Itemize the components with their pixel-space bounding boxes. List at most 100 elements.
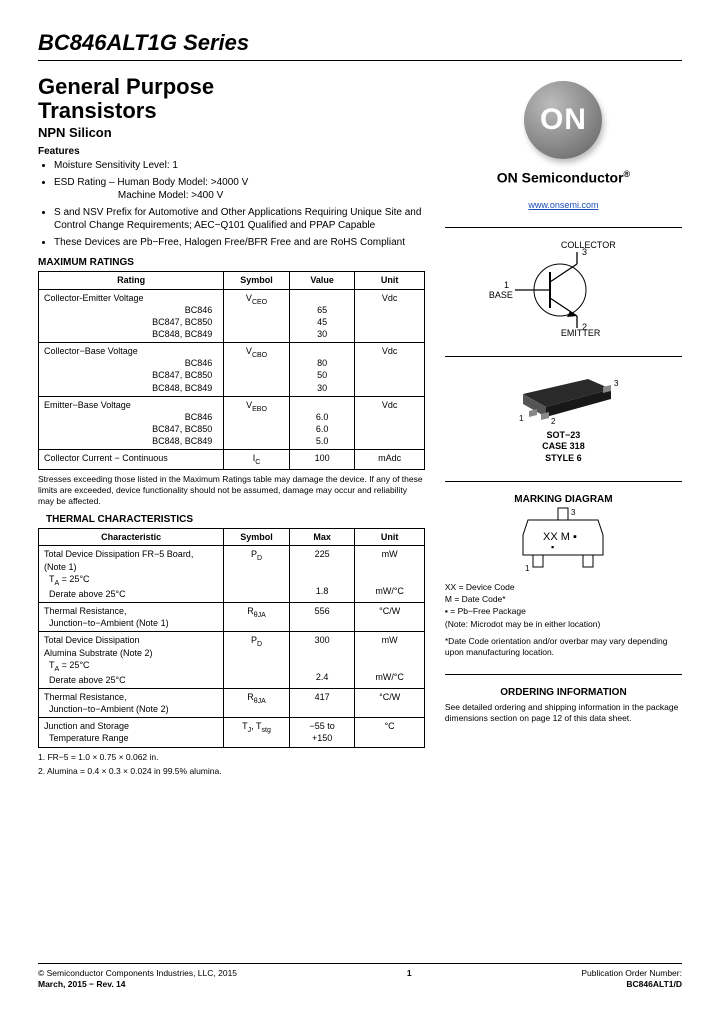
max-cell: −55 to +150: [289, 718, 355, 747]
rating-sublabel: BC846: [44, 304, 218, 316]
char-cell: Total Device Dissipation FR−5 Board, (No…: [39, 546, 224, 603]
package-line3: STYLE 6: [445, 453, 682, 465]
rating-sublabel: BC846: [44, 357, 218, 369]
features-list: Moisture Sensitivity Level: 1 ESD Rating…: [38, 159, 425, 249]
value: −55 to: [309, 721, 334, 731]
collector-label: COLLECTOR: [561, 240, 616, 250]
symbol-cell: RθJA: [224, 603, 290, 632]
table-row: Collector-Emitter Voltage BC846 BC847, B…: [39, 289, 425, 343]
unit: mW: [382, 635, 398, 645]
base-label: BASE: [489, 290, 513, 300]
unit-cell: Vdc: [355, 343, 424, 397]
emitter-label: EMITTER: [561, 328, 601, 338]
ordering-header: ORDERING INFORMATION: [445, 687, 682, 698]
rating-sublabel: BC848, BC849: [44, 382, 218, 394]
unit-cell: °C: [355, 718, 424, 747]
package-svg: 1 2 3: [493, 369, 633, 424]
table-row: Emitter−Base Voltage BC846 BC847, BC850 …: [39, 396, 425, 450]
value: 80: [317, 358, 327, 368]
unit: mW/°C: [375, 672, 404, 682]
logo-wrap: ON ON Semiconductor® www.onsemi.com: [445, 81, 682, 211]
unit-cell: mW mW/°C: [355, 546, 424, 603]
package-line2: CASE 318: [445, 441, 682, 453]
symbol-cell: VCEO: [224, 289, 290, 343]
thermal-note-1: 1. FR−5 = 1.0 × 0.75 × 0.062 in.: [38, 752, 425, 763]
value: 300: [315, 635, 330, 645]
unit-cell: °C/W: [355, 603, 424, 632]
value: 6.0: [316, 412, 329, 422]
unit-cell: Vdc: [355, 396, 424, 450]
package-labels: SOT−23 CASE 318 STYLE 6: [445, 430, 682, 465]
marking-header: MARKING DIAGRAM: [445, 494, 682, 505]
value: 2.4: [316, 672, 329, 682]
pub-label: Publication Order Number:: [581, 968, 682, 979]
company-url-link[interactable]: www.onsemi.com: [528, 200, 598, 210]
marking-body-text: XX M ▪: [543, 531, 577, 543]
table-row: Thermal Resistance, Junction−to−Ambient …: [39, 689, 425, 718]
divider: [445, 481, 682, 482]
right-column: ON ON Semiconductor® www.onsemi.com 3 2 …: [445, 75, 682, 777]
value: 6.0: [316, 424, 329, 434]
symbol-cell: VEBO: [224, 396, 290, 450]
char-line: Alumina Substrate (Note 2): [44, 648, 153, 658]
main-area: General Purpose Transistors NPN Silicon …: [38, 75, 682, 777]
transistor-symbol-diagram: 3 2 1 COLLECTOR BASE EMITTER: [445, 240, 682, 340]
footer-rule: [38, 963, 682, 964]
rating-label: Emitter−Base Voltage: [44, 400, 131, 410]
value: 45: [317, 317, 327, 327]
feature-item: These Devices are Pb−Free, Halogen Free/…: [54, 236, 425, 249]
char-cell: Thermal Resistance, Junction−to−Ambient …: [39, 603, 224, 632]
col-header: Unit: [355, 272, 424, 289]
unit-cell: Vdc: [355, 289, 424, 343]
subtitle-line1: General Purpose: [38, 75, 425, 99]
max-cell: 417: [289, 689, 355, 718]
table-row: Total Device Dissipation FR−5 Board, (No…: [39, 546, 425, 603]
company-name-text: ON Semiconductor: [497, 170, 624, 186]
legend-line: XX = Device Code: [445, 581, 682, 593]
rating-sublabel: BC848, BC849: [44, 328, 218, 340]
marking-diagram: XX M ▪ ▪ 1 3: [445, 505, 682, 573]
marking-lead-3: 3: [571, 508, 576, 517]
char-cell: Junction and Storage Temperature Range: [39, 718, 224, 747]
col-header: Characteristic: [39, 529, 224, 546]
max-ratings-note: Stresses exceeding those listed in the M…: [38, 474, 425, 506]
table-row: Collector Current − Continuous IC 100 mA…: [39, 450, 425, 470]
char-cell: Total Device Dissipation Alumina Substra…: [39, 632, 224, 689]
thermal-note-2: 2. Alumina = 0.4 × 0.3 × 0.024 in 99.5% …: [38, 766, 425, 777]
char-line: Total Device Dissipation: [44, 635, 140, 645]
feature-item: ESD Rating – Human Body Model: >4000 V M…: [54, 176, 425, 202]
max-cell: 225 1.8: [289, 546, 355, 603]
value: 30: [317, 329, 327, 339]
rating-sublabel: BC847, BC850: [44, 423, 218, 435]
value: 1.8: [316, 586, 329, 596]
table-header-row: Characteristic Symbol Max Unit: [39, 529, 425, 546]
subtype: NPN Silicon: [38, 125, 425, 140]
symbol-cell: IC: [224, 450, 290, 470]
marking-dot: ▪: [551, 542, 554, 552]
pub-number: BC846ALT1/D: [581, 979, 682, 990]
max-ratings-header: MAXIMUM RATINGS: [38, 257, 425, 268]
unit-cell: mW mW/°C: [355, 632, 424, 689]
legend-line: M = Date Code*: [445, 593, 682, 605]
lead-3-label: 3: [614, 379, 619, 388]
transistor-symbol-svg: 3 2 1: [445, 240, 665, 340]
footer-right: Publication Order Number: BC846ALT1/D: [581, 968, 682, 990]
left-column: General Purpose Transistors NPN Silicon …: [38, 75, 425, 777]
package-diagram: 1 2 3 SOT−23 CASE 318 STYLE 6: [445, 369, 682, 465]
char-line: Thermal Resistance,: [44, 692, 127, 702]
legend-line: ▪ = Pb−Free Package: [445, 605, 682, 617]
footer-row: © Semiconductor Components Industries, L…: [38, 968, 682, 990]
marking-note: *Date Code orientation and/or overbar ma…: [445, 636, 682, 658]
char-line: Thermal Resistance,: [44, 606, 127, 616]
table-row: Thermal Resistance, Junction−to−Ambient …: [39, 603, 425, 632]
char-line: (Note 1): [44, 562, 77, 572]
col-header: Unit: [355, 529, 424, 546]
symbol-cell: PD: [224, 546, 290, 603]
rating-label: Collector−Base Voltage: [44, 346, 138, 356]
lead-2-label: 2: [551, 417, 556, 424]
package-line1: SOT−23: [445, 430, 682, 442]
max-cell: 300 2.4: [289, 632, 355, 689]
rating-cell: Collector−Base Voltage BC846 BC847, BC85…: [39, 343, 224, 397]
rating-sublabel: BC847, BC850: [44, 316, 218, 328]
rating-sublabel: BC847, BC850: [44, 369, 218, 381]
